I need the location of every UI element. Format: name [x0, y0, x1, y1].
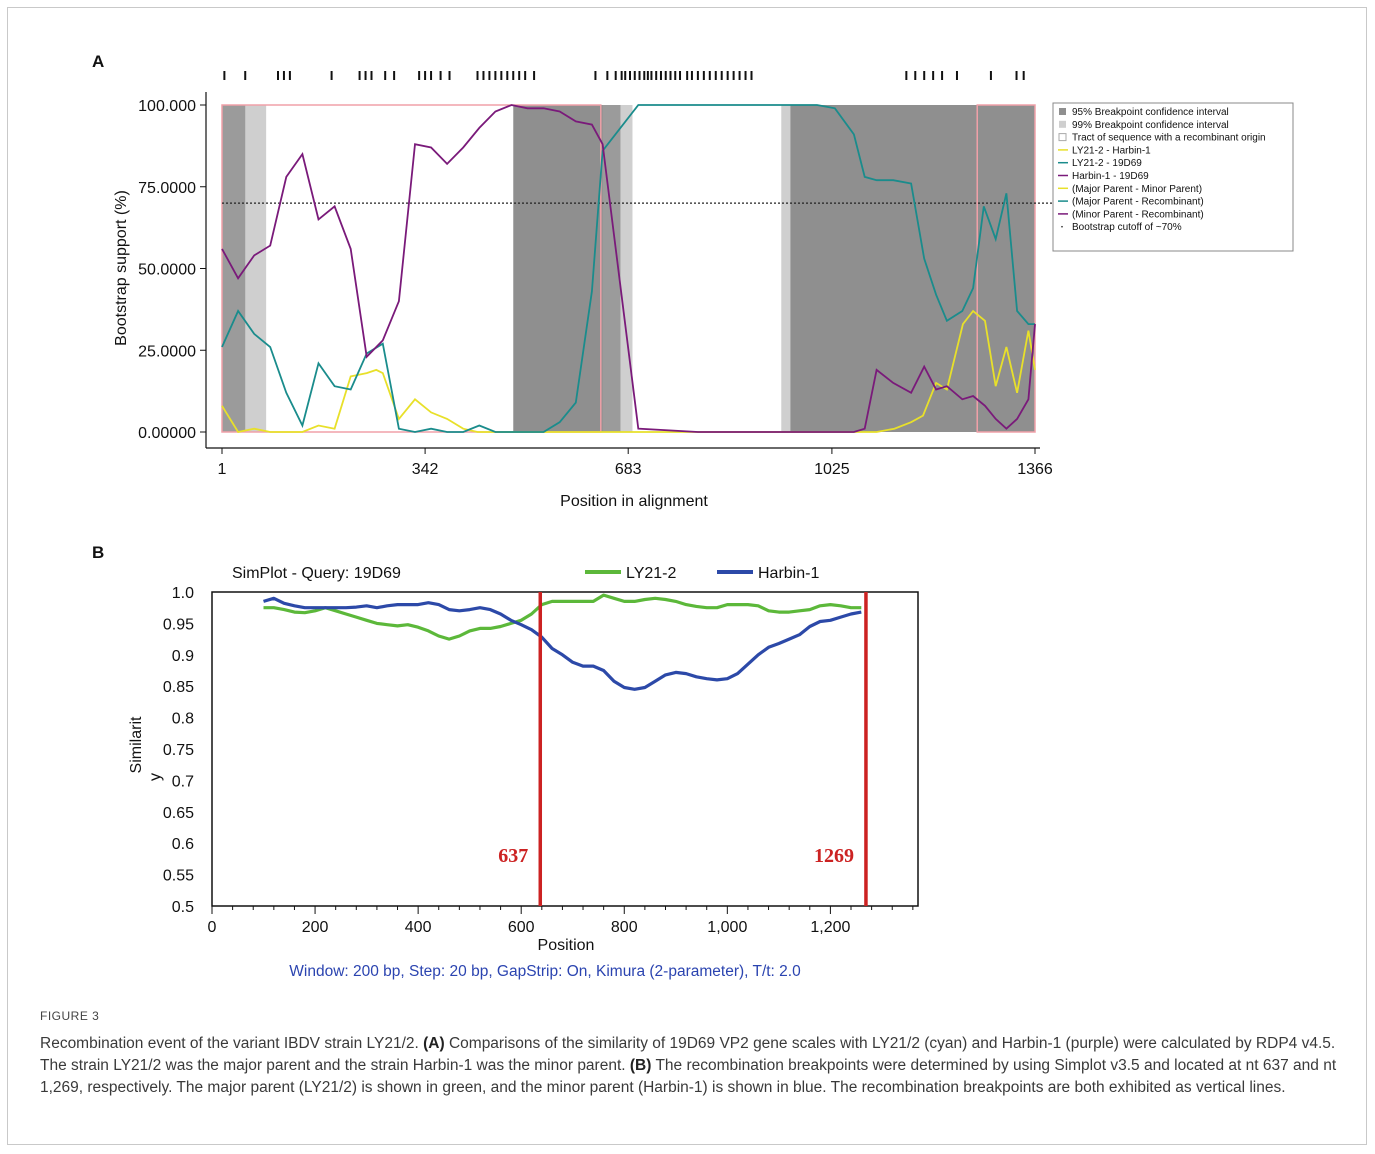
x-tick-label: 1366 — [1017, 461, 1053, 478]
y-tick-label: 0.55 — [163, 868, 194, 885]
series-line-harbin-1-19d69 — [221, 104, 1036, 433]
informative-sites-strip — [223, 71, 1025, 80]
legend-box — [1052, 102, 1294, 252]
panel-a-y-ticks: 100.000 75.0000 50.0000 25.0000 0.00000 — [138, 98, 206, 442]
breakpoint-label-1269: 1269 — [814, 845, 854, 867]
legend-swatch — [1061, 225, 1063, 228]
panel-b-series — [263, 593, 862, 691]
legend-label-harbin-1: Harbin-1 — [758, 565, 819, 582]
breakpoint-label-637: 637 — [498, 845, 528, 867]
legend-entry: 99% Breakpoint confidence interval — [1072, 120, 1229, 131]
panel-a-x-ticks: 1 342 683 1025 1366 — [218, 448, 1053, 478]
panel-a-label: A — [92, 52, 104, 71]
legend-entry: Harbin-1 - 19D69 — [1072, 171, 1149, 182]
legend-entry: (Minor Parent - Recombinant) — [1072, 209, 1204, 220]
panel-a-legend: 95% Breakpoint confidence interval 99% Br… — [1052, 102, 1294, 252]
x-tick-label: 200 — [302, 919, 329, 936]
x-tick-label: 400 — [405, 919, 432, 936]
panel-b-footer: Window: 200 bp, Step: 20 bp, GapStrip: O… — [289, 963, 801, 980]
caption-part: (B) — [629, 1057, 652, 1074]
y-tick-label: 75.0000 — [138, 180, 196, 197]
x-tick-label: 600 — [508, 919, 535, 936]
y-tick-label: 0.85 — [163, 679, 194, 696]
legend-swatch — [1059, 120, 1066, 128]
y-tick-label: 1.0 — [172, 585, 194, 602]
panel-a-x-axis-label: Position in alignment — [560, 493, 708, 510]
ci99-band — [977, 105, 1035, 432]
caption-part: (A) — [423, 1035, 445, 1052]
panel-b-x-ticks: 0 200 400 600 800 1,000 1,200 — [208, 906, 914, 936]
clear-band — [632, 105, 791, 432]
caption-label: FIGURE 3 — [40, 1009, 100, 1023]
x-tick-label: 1025 — [814, 461, 850, 478]
caption-part: The recombination breakpoints were deter… — [40, 1057, 1337, 1096]
panel-b-legend: LY21-2 Harbin-1 — [585, 565, 819, 582]
ci99-band — [790, 105, 978, 432]
figure-caption: FIGURE 3 Recombination event of the vari… — [40, 1009, 1340, 1099]
panel-b-y-ticks: 1.0 0.95 0.9 0.85 0.8 0.75 0.7 0.65 0.6 0.55 0.5 — [163, 585, 194, 916]
panel-a-y-axis-label: Bootstrap support (%) — [113, 190, 130, 346]
x-tick-label: 800 — [611, 919, 638, 936]
legend-swatch — [1058, 133, 1067, 142]
panel-b-x-axis-label: Position — [538, 937, 595, 954]
y-tick-label: 100.000 — [138, 98, 196, 115]
ci99-band — [245, 105, 267, 432]
ci99-band — [513, 105, 603, 432]
y-tick-label: 0.5 — [172, 899, 194, 916]
panel-b: B SimPlot - Query: 19D69 LY21-2 Harbin-1 … — [92, 543, 919, 980]
y-tick-label: 0.00000 — [138, 425, 196, 442]
panel-b-y-axis-label-line2: y — [147, 773, 164, 781]
y-tick-label: 0.6 — [172, 836, 194, 853]
x-tick-label: 0 — [208, 919, 217, 936]
panel-a-axes — [205, 92, 1040, 449]
series-line-ly21-2 — [263, 593, 862, 641]
legend-entry: Tract of sequence with a recombinant ori… — [1072, 133, 1266, 144]
panel-b-y-axis-label-line1: Similarit — [128, 716, 145, 773]
series-line-harbin-1 — [263, 596, 862, 691]
legend-entry: LY21-2 - 19D69 — [1072, 158, 1142, 169]
recombinant-tract-box — [976, 104, 1036, 433]
panel-a-series — [221, 104, 1036, 434]
breakpoint-shading — [222, 105, 1035, 432]
legend-swatch — [1059, 108, 1066, 115]
legend-entry: Bootstrap cutoff of ~70% — [1072, 222, 1182, 233]
y-tick-label: 0.9 — [172, 648, 194, 665]
legend-entry: LY21-2 - Harbin-1 — [1072, 145, 1151, 156]
series-line-ly21-2-19d69 — [221, 104, 1035, 433]
y-tick-label: 50.0000 — [138, 262, 196, 279]
x-tick-label: 683 — [615, 461, 642, 478]
y-tick-label: 0.65 — [163, 805, 194, 822]
y-tick-label: 25.0000 — [138, 343, 196, 360]
legend-entry: (Major Parent - Recombinant) — [1072, 197, 1204, 208]
x-tick-label: 1,000 — [707, 919, 747, 936]
panel-b-breakpoints: 637 1269 — [498, 592, 868, 906]
x-tick-label: 342 — [412, 461, 439, 478]
legend-label-ly21-2: LY21-2 — [626, 565, 677, 582]
y-tick-label: 0.95 — [163, 616, 194, 633]
caption-part: Recombination event of the variant IBDV … — [40, 1035, 424, 1052]
y-tick-label: 0.8 — [172, 711, 194, 728]
x-tick-label: 1 — [218, 461, 227, 478]
caption-text: Recombination event of the variant IBDV … — [40, 1033, 1340, 1099]
ci99-band — [620, 105, 633, 432]
caption-part: Comparisons of the similarity of 19D69 V… — [40, 1035, 1336, 1074]
x-tick-label: 1,200 — [810, 919, 850, 936]
panel-b-title: SimPlot - Query: 19D69 — [232, 565, 401, 582]
ci99-band — [781, 105, 791, 432]
legend-entry: 95% Breakpoint confidence interval — [1072, 107, 1229, 118]
y-tick-label: 0.7 — [172, 773, 194, 790]
y-tick-label: 0.75 — [163, 742, 194, 759]
panel-b-label: B — [92, 543, 104, 562]
legend-entry: (Major Parent - Minor Parent) — [1072, 184, 1202, 195]
panel-b-plot-frame — [211, 591, 919, 907]
